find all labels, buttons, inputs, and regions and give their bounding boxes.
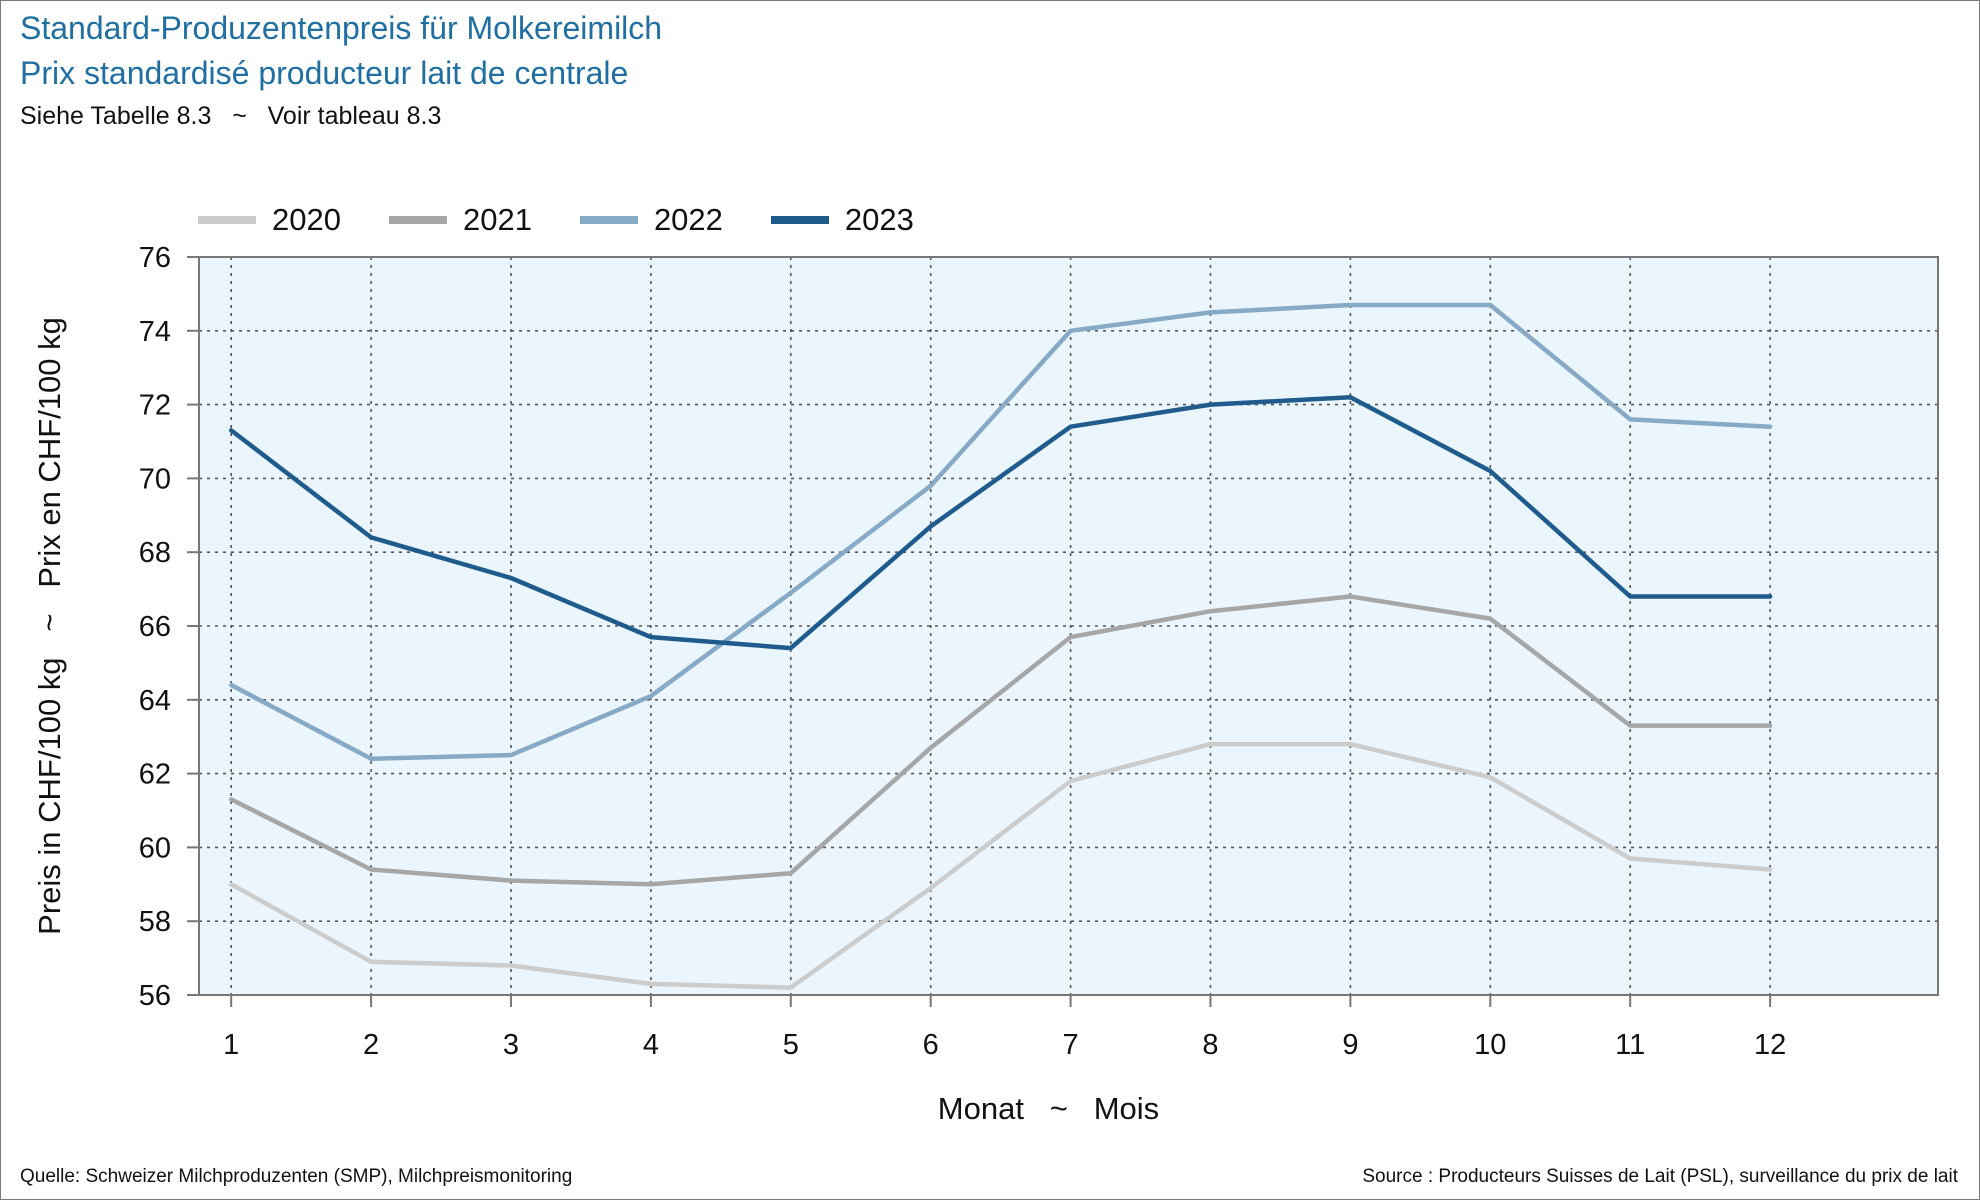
source-note-german: Quelle: Schweizer Milchproduzenten (SMP)…	[20, 1166, 573, 1187]
series-line-2021	[228, 594, 1773, 887]
x-tick-label: 7	[1063, 1029, 1079, 1061]
legend-swatch	[388, 216, 447, 224]
legend-swatch	[579, 216, 638, 224]
x-axis-label: Monat ~ Mois	[938, 1091, 1159, 1126]
series-line-2020	[228, 741, 1773, 990]
y-tick-label: 66	[139, 611, 171, 643]
y-tick-label: 70	[139, 463, 171, 495]
x-tick-label: 12	[1754, 1029, 1786, 1061]
series-line-2022	[228, 302, 1773, 762]
legend-label: 2023	[844, 202, 914, 237]
x-tick-label: 1	[223, 1029, 239, 1061]
x-tick-label: 5	[783, 1029, 799, 1061]
y-tick-label: 58	[139, 906, 171, 938]
y-tick-label: 62	[139, 759, 171, 791]
y-tick-label: 56	[139, 980, 171, 1012]
series-line-2023	[228, 394, 1773, 651]
y-axis-label: Preis in CHF/100 kg ~ Prix en CHF/100 kg	[32, 317, 67, 935]
legend-swatch	[770, 216, 829, 224]
legend-item-2020: 2020	[198, 202, 341, 238]
y-tick-label: 76	[139, 242, 171, 274]
legend-item-2021: 2021	[388, 202, 532, 238]
chart-title-french: Prix standardisé producteur lait de cent…	[20, 55, 629, 91]
legend-item-2022: 2022	[579, 202, 723, 238]
x-tick-label: 2	[363, 1029, 379, 1061]
chart-title-german: Standard-Produzentenpreis für Molkereimi…	[20, 10, 663, 46]
legend-label: 2021	[462, 202, 532, 237]
y-tick-label: 60	[139, 832, 171, 864]
x-tick-label: 6	[923, 1029, 939, 1061]
chart-subtitle: Siehe Tabelle 8.3 ~ Voir tableau 8.3	[20, 102, 442, 130]
y-tick-label: 74	[139, 316, 171, 348]
legend-item-2023: 2023	[770, 202, 914, 238]
y-tick-label: 64	[139, 685, 171, 717]
x-tick-label: 9	[1342, 1029, 1358, 1061]
chart-legend: 2020 2021 2022 2023	[198, 200, 962, 240]
x-tick-label: 10	[1474, 1029, 1506, 1061]
x-tick-label: 8	[1202, 1029, 1218, 1061]
x-tick-label: 11	[1615, 1029, 1645, 1061]
x-tick-label: 4	[643, 1029, 659, 1061]
legend-label: 2022	[653, 202, 723, 237]
y-tick-label: 72	[139, 390, 171, 422]
plot-background	[199, 257, 1938, 995]
x-tick-label: 3	[503, 1029, 519, 1061]
source-note-french: Source : Producteurs Suisses de Lait (PS…	[1362, 1166, 1958, 1187]
y-tick-label: 68	[139, 537, 171, 569]
legend-swatch	[198, 216, 256, 224]
legend-label: 2020	[272, 202, 341, 237]
